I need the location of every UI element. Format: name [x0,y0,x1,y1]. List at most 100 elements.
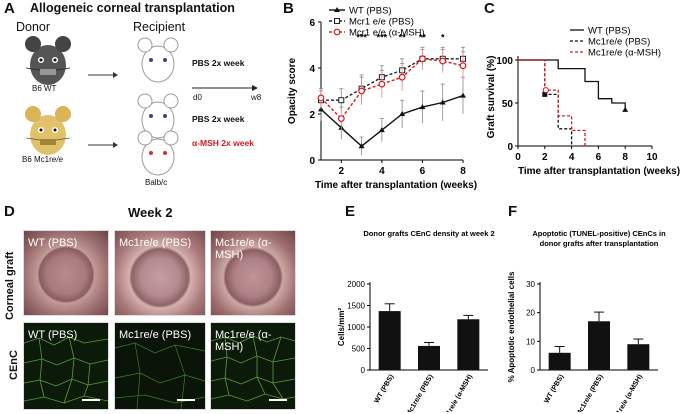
bar [588,321,610,370]
y-tick-label: 1000 [347,323,365,332]
significance-mark: *** [356,32,367,42]
survival-curve [518,59,586,146]
amsh-label: α-MSH 2x week [192,138,254,148]
mouse-mc1r-icon [25,106,71,155]
data-point [358,87,365,95]
scale-bar [177,399,195,401]
panel-a-schematic [25,36,258,176]
panel-f-label: F [508,203,518,220]
legend-label: Mc1re/e (PBS) [588,37,650,48]
x-tick-label: 8 [622,152,628,163]
recipient-mouse-icon [137,130,179,176]
panel-d-label: D [4,203,15,220]
legend-marker [333,28,341,36]
legend-marker [334,18,340,24]
data-point [337,115,345,122]
host-label: Balb/c [145,178,168,187]
x-tick-label: 6 [596,152,602,163]
data-point [399,111,406,116]
chart-title: donor grafts after transplantation [540,239,659,248]
recipient-mouse-icon [137,37,179,83]
y-axis-title: Graft survival (%) [486,56,497,139]
legend-marker [334,7,340,12]
significance-mark: ** [419,32,427,42]
cell-network-pattern [24,336,108,404]
cell-network-pattern [115,342,205,409]
y-tick-label: 4 [309,64,315,75]
data-point [378,127,385,133]
donor-label: Donor [16,20,51,34]
graft-photo-mc1r-amsh: Mc1re/e (α-MSH) [210,230,296,316]
scale-bar [269,399,287,401]
y-tick-label: 100 [496,56,513,67]
panel-a-title: Allogeneic corneal transplantation [30,1,235,15]
chart-title: Apoptotic (TUNEL-positive) CEnCs in [532,229,666,238]
data-point [338,97,345,104]
legend-label: Mc1re/e (α-MSH) [588,48,661,59]
bar [378,311,401,370]
x-tick-label: 2 [339,166,345,177]
x-tick-label: Mc1re/e (α-MSH) [611,374,644,413]
x-tick-label: Mc1re/e (α-MSH) [441,374,474,413]
panel-e-label: E [345,203,356,220]
legend-label: Mcr1 e/e (PBS) [349,17,414,28]
y-tick-label: 0 [507,142,513,153]
data-point [419,55,426,63]
x-axis-title: Time after transplantation (weeks) [518,166,680,177]
recipient-label: Recipient [133,20,186,34]
x-axis-title: Time after transplantation (weeks) [315,180,477,190]
bar [457,319,480,370]
significance-mark: *** [377,32,388,42]
x-tick-label: 0 [515,152,521,163]
y-tick-label: 2 [309,110,315,121]
timeline-d0: d0 [193,93,202,102]
week-title: Week 2 [128,205,173,220]
data-point [419,104,426,110]
scale-bar [82,399,100,401]
bar [627,344,650,370]
legend-label: Mcr1 e/e (α-MSH) [349,28,425,39]
row-label-corneal: Corneal graft [4,251,16,320]
significance-mark: ** [399,32,407,42]
y-tick-label: 1500 [347,302,365,311]
cenc-image-mc1r-amsh: Mc1re/e (α-MSH) [210,322,296,410]
graft-photo-wt: WT (PBS) [23,230,109,316]
y-tick-label: 0 [361,366,366,375]
x-tick-label: 6 [420,166,426,177]
recipient-mouse-icon [137,93,179,139]
bar [418,345,440,370]
y-tick-label: 50 [502,99,514,110]
x-tick-label: 4 [379,166,385,177]
y-tick-label: 2000 [347,280,365,289]
x-tick-label: Mc1re/e (PBS) [405,374,435,413]
survival-curve [518,59,626,110]
y-tick-label: 500 [352,345,366,354]
pbs-label-1: PBS 2x week [192,58,245,68]
cell-network-pattern [211,335,295,402]
legend-label: WT (PBS) [349,6,392,17]
x-tick-label: WT (PBS) [373,374,395,405]
cenc-image-mc1r-pbs: Mc1re/e (PBS) [114,322,206,410]
mouse-wt-icon [25,36,71,85]
panel-b-label: B [283,0,294,17]
censor-mark [542,91,548,97]
panel-c-label: C [484,0,495,17]
chart-e: Donor grafts CEnC density at week 2 0 500 1… [337,229,495,413]
y-tick-label: 20 [526,309,535,318]
x-tick-label: WT (PBS) [543,374,565,405]
y-axis-title: Opacity score [287,57,298,124]
y-tick-label: 0 [309,156,315,167]
y-tick-label: 30 [526,280,535,289]
data-point [317,94,325,102]
legend-label: WT (PBS) [588,26,631,37]
censor-mark [622,106,629,112]
chart-c: 0 50 100 0 2 4 6 8 10 Time after transplantation … [486,26,680,178]
chart-f: Apoptotic (TUNEL-positive) CEnCs indonor… [507,229,666,413]
chart-title: Donor grafts CEnC density at week 2 [363,229,494,238]
data-point [358,143,365,149]
pbs-label-2: PBS 2x week [192,114,245,124]
data-point [378,80,386,88]
series-line [320,58,464,120]
series-line [321,58,463,101]
